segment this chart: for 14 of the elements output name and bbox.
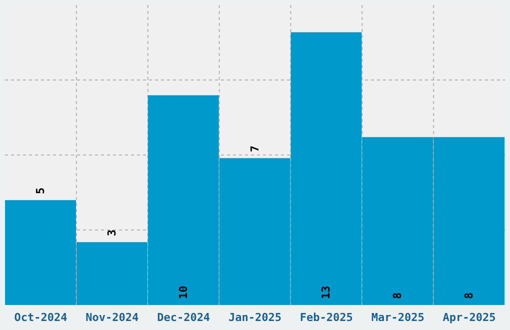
data-label: 3	[105, 229, 118, 236]
x-tick-label: Mar-2025	[371, 310, 424, 324]
x-tick-label: Nov-2024	[86, 310, 140, 324]
data-label: 8	[391, 292, 404, 299]
x-tick-label: Oct-2024	[14, 310, 68, 324]
x-tick-label: Apr-2025	[442, 310, 496, 324]
data-label: 10	[176, 286, 190, 299]
data-label: 7	[248, 146, 262, 152]
data-label: 8	[462, 292, 476, 299]
x-tick-label: Jan-2025	[228, 310, 282, 324]
data-label: 13	[320, 286, 333, 299]
x-tick-label: Dec-2024	[157, 310, 210, 324]
x-tick-label: Feb-2025	[300, 310, 353, 324]
data-label: 5	[34, 187, 47, 194]
